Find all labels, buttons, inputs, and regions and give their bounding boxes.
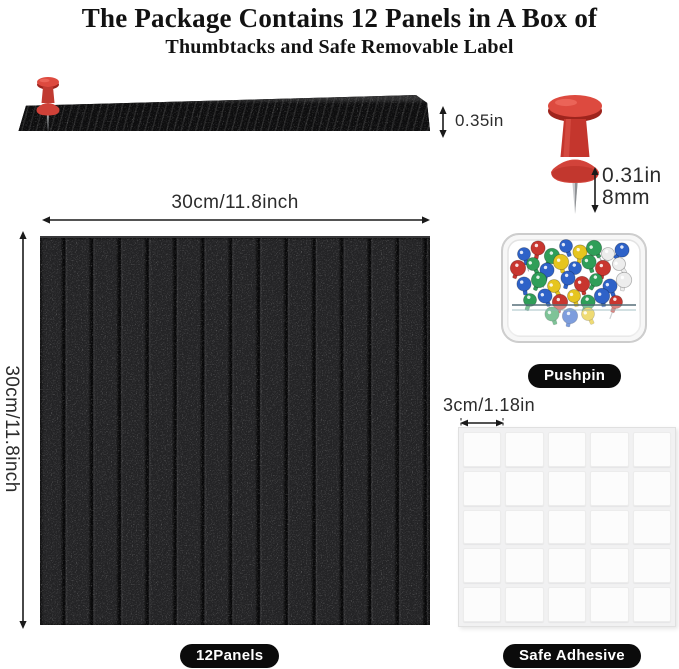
pushpin-box-graphic [501,233,647,343]
adhesive-badge: Safe Adhesive [503,644,641,668]
adhesive-square [505,432,544,467]
adhesive-square [590,509,629,545]
panel-width-arrow-icon [42,216,430,224]
adhesive-square [547,587,587,622]
adhesive-square [590,432,629,467]
adhesive-square [463,509,502,545]
adhesive-square [547,432,587,467]
panel-height-arrow-icon [19,231,27,629]
adhesive-square [463,432,502,467]
adhesive-square [590,548,629,584]
adhesive-grid [458,427,676,627]
page-subtitle: Thumbtacks and Safe Removable Label [165,36,514,58]
adhesive-square [632,548,671,584]
adhesive-square [547,509,587,545]
adhesive-square [463,587,502,622]
felt-strip-side-view [18,95,430,131]
adhesive-square [463,548,502,584]
pushpin-badge: Pushpin [528,364,622,388]
panels-badge: 12Panels [180,644,280,668]
needle-length-inch: 0.31in [602,164,662,187]
panel-width-label: 30cm/11.8inch [171,192,299,213]
adhesive-square [632,509,671,545]
adhesive-square [505,470,544,506]
felt-texture [40,238,430,625]
pushpins-cluster [509,239,633,328]
adhesive-square [505,587,544,622]
strip-thickness-label: 0.35in [455,111,504,130]
adhesive-square [632,432,671,467]
pushpin-icon [548,95,602,214]
felt-texture [18,95,430,131]
adhesive-square [505,509,544,545]
needle-length-mm: 8mm [602,186,650,209]
pushpin-on-strip-icon [36,77,60,133]
adhesive-square [632,470,671,506]
thickness-arrow-icon [439,106,447,138]
page-title: The Package Contains 12 Panels in A Box … [81,3,598,33]
felt-panel [40,236,430,625]
adhesive-square [590,470,629,506]
needle-length-label: 0.31in 8mm [602,165,662,209]
adhesive-square [505,548,544,584]
needle-length-arrow-icon [591,167,599,213]
adhesive-square [547,470,587,506]
adhesive-square [547,548,587,584]
adhesive-size-label: 3cm/1.18in [443,395,536,415]
adhesive-square [590,587,629,622]
adhesive-square [632,587,671,622]
adhesive-square [463,470,502,506]
